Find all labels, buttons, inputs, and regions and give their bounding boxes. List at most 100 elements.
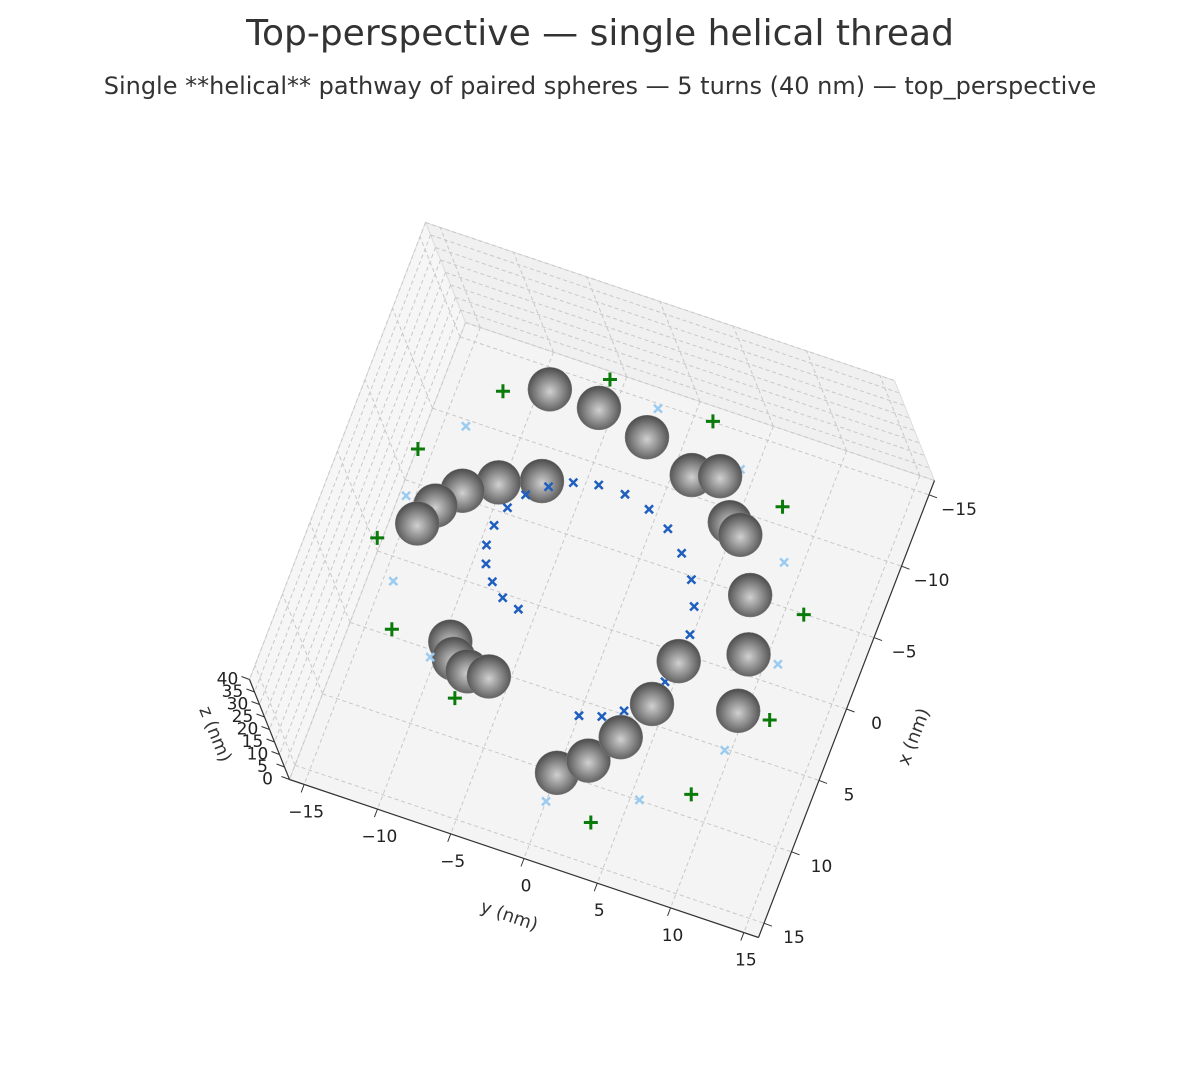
y-tick-label: −15 bbox=[288, 802, 324, 822]
grid-line bbox=[249, 222, 426, 680]
sphere bbox=[715, 688, 761, 734]
tick-mark bbox=[593, 883, 598, 892]
x-marker bbox=[593, 480, 604, 490]
tick-mark bbox=[281, 776, 290, 780]
x-tick-label: −5 bbox=[891, 643, 916, 663]
plus-marker bbox=[705, 414, 720, 429]
sphere bbox=[566, 738, 611, 783]
x-marker bbox=[596, 711, 607, 722]
x-marker bbox=[644, 504, 654, 515]
y-tick-label: −5 bbox=[440, 852, 465, 872]
grid-line bbox=[445, 272, 915, 431]
y-tick-label: 5 bbox=[594, 901, 605, 921]
chart-title: Top-perspective — single helical thread bbox=[245, 13, 954, 54]
grid-line bbox=[269, 272, 446, 730]
y-axis-label: y (nm) bbox=[478, 896, 541, 935]
y-tick-label: 15 bbox=[735, 951, 757, 971]
grid-line bbox=[743, 475, 921, 933]
x-marker bbox=[460, 421, 471, 432]
y-tick-label: 0 bbox=[521, 877, 532, 897]
grid-line bbox=[376, 351, 554, 810]
x-tick-label: 15 bbox=[783, 928, 805, 948]
tick-mark bbox=[520, 858, 525, 867]
x-marker bbox=[619, 705, 629, 716]
z-tick-label: 5 bbox=[257, 757, 268, 777]
z-tick-label: 40 bbox=[217, 670, 239, 690]
plus-marker bbox=[410, 441, 425, 456]
plus-marker bbox=[370, 530, 385, 545]
tick-mark bbox=[447, 833, 452, 842]
grid-line bbox=[294, 764, 765, 924]
x-marker bbox=[541, 796, 551, 807]
axis-line bbox=[248, 679, 291, 780]
x-marker bbox=[662, 523, 673, 534]
x-marker bbox=[513, 604, 524, 615]
grid-line bbox=[254, 234, 431, 693]
x-marker bbox=[497, 592, 508, 603]
x-marker bbox=[388, 576, 399, 586]
grid-line bbox=[349, 621, 820, 781]
z-tick-label: 25 bbox=[232, 707, 254, 727]
tick-mark bbox=[763, 922, 773, 927]
grid-line bbox=[450, 376, 628, 834]
grid-line bbox=[282, 593, 323, 694]
x-marker bbox=[568, 477, 579, 488]
z-tick-label: 10 bbox=[247, 745, 269, 765]
grid-line bbox=[254, 665, 296, 766]
grid-line bbox=[425, 222, 895, 381]
z-tick-label: 20 bbox=[237, 720, 259, 740]
tick-mark bbox=[373, 808, 378, 818]
grid-line bbox=[460, 309, 930, 469]
grid-line bbox=[440, 259, 910, 419]
grid-line bbox=[303, 327, 481, 785]
plus-marker bbox=[602, 372, 617, 387]
x-marker bbox=[686, 574, 697, 585]
grid-line bbox=[512, 251, 554, 353]
sphere bbox=[598, 714, 643, 760]
tick-mark bbox=[241, 676, 250, 680]
plus-marker bbox=[796, 607, 811, 622]
y-tick-label: 10 bbox=[662, 926, 684, 946]
tick-mark bbox=[271, 751, 280, 755]
grid-line bbox=[289, 322, 466, 780]
grid-line bbox=[732, 326, 774, 427]
tick-mark bbox=[266, 738, 275, 743]
grid-line bbox=[465, 322, 935, 481]
tick-mark bbox=[818, 779, 828, 784]
grid-line bbox=[377, 550, 847, 710]
tick-mark bbox=[901, 565, 910, 570]
x-tick-label: 0 bbox=[871, 714, 882, 734]
grid-line bbox=[586, 276, 628, 377]
sphere bbox=[394, 501, 440, 546]
grid-line bbox=[596, 426, 774, 884]
tick-mark bbox=[276, 763, 285, 768]
x-marker bbox=[779, 557, 790, 568]
chart-subtitle: Single **helical** pathway of paired sph… bbox=[104, 72, 1097, 100]
tick-mark bbox=[300, 784, 305, 793]
x-marker bbox=[520, 489, 531, 500]
grid-line bbox=[806, 350, 848, 452]
sphere bbox=[697, 453, 743, 499]
x-marker bbox=[425, 652, 436, 663]
tick-mark bbox=[791, 851, 800, 856]
sphere bbox=[727, 572, 773, 618]
x-marker bbox=[401, 490, 412, 501]
sphere bbox=[718, 512, 763, 558]
x-marker bbox=[620, 489, 630, 500]
plus-marker bbox=[384, 622, 399, 637]
grid-line bbox=[284, 309, 461, 768]
x-marker bbox=[685, 629, 695, 640]
z-tick-label: 0 bbox=[262, 770, 273, 790]
x-marker bbox=[543, 481, 554, 492]
plus-marker bbox=[447, 691, 462, 706]
tick-mark bbox=[667, 907, 672, 917]
sphere bbox=[726, 632, 771, 677]
x-marker bbox=[634, 795, 645, 805]
x-marker bbox=[481, 540, 492, 550]
x-marker bbox=[487, 576, 498, 587]
grid-line bbox=[439, 227, 481, 328]
plus-marker bbox=[775, 499, 790, 514]
z-tick-label: 35 bbox=[222, 682, 244, 702]
x-marker bbox=[502, 502, 513, 513]
